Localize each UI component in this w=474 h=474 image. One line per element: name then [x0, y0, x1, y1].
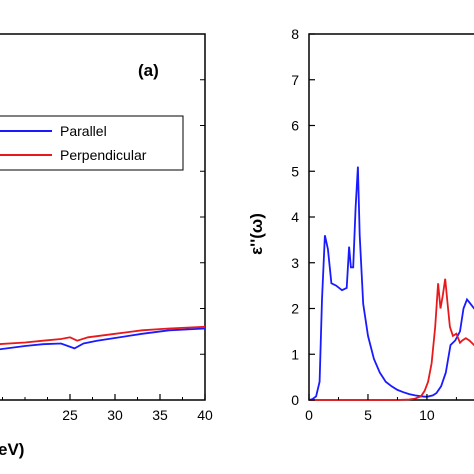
panel-b-y-tick-label: 6 — [291, 118, 299, 134]
panel-b-x-tick-label: 0 — [305, 407, 313, 423]
panel-b-series — [308, 33, 474, 401]
panel-b-y-tick-label: 0 — [291, 392, 299, 408]
panel-b-x-tick-label: 10 — [419, 407, 435, 423]
panel-b-y-axis-label: ε''(ω) — [247, 213, 266, 255]
legend-label-parallel: Parallel — [60, 123, 107, 139]
panel-b-y-tick-label: 8 — [291, 26, 299, 42]
panel-a: 25 30 35 40 (a) eV) Parallel Perpendicular — [0, 33, 213, 459]
panel-b-series-line-0 — [308, 166, 474, 401]
panel-a-x-tick-label: 25 — [62, 407, 78, 423]
panel-a-x-tick-label: 30 — [107, 407, 123, 423]
panel-a-ticks: 25 30 35 40 — [2, 33, 213, 423]
panel-b-y-tick-label: 2 — [291, 301, 299, 317]
panel-b-series-line-1 — [309, 278, 474, 401]
panel-b-plot-frame — [308, 33, 474, 401]
legend-label-perpendicular: Perpendicular — [60, 147, 147, 163]
panel-b: 0 1 2 3 4 5 6 7 8 0 5 10 ε''(ω) — [247, 26, 474, 423]
panel-b-y-tick-label: 7 — [291, 72, 299, 88]
panel-b-y-tick-label: 3 — [291, 255, 299, 271]
panel-a-legend: Parallel Perpendicular — [0, 115, 184, 171]
series-line-parallel — [0, 327, 206, 351]
panel-b-y-tick-label: 1 — [291, 346, 299, 362]
panel-a-x-axis-label: eV) — [0, 440, 24, 459]
panel-b-y-tick-label: 4 — [291, 209, 299, 225]
panel-a-x-tick-label: 40 — [197, 407, 213, 423]
legend-box — [0, 115, 184, 171]
panel-b-ticks: 0 1 2 3 4 5 6 7 8 0 5 10 — [291, 26, 457, 423]
panel-a-series — [0, 325, 206, 351]
panel-label-a: (a) — [138, 61, 159, 80]
panel-b-x-tick-label: 5 — [364, 407, 372, 423]
panel-a-x-tick-label: 35 — [152, 407, 168, 423]
panel-b-y-tick-label: 5 — [291, 163, 299, 179]
series-line-perpendicular — [0, 325, 206, 345]
